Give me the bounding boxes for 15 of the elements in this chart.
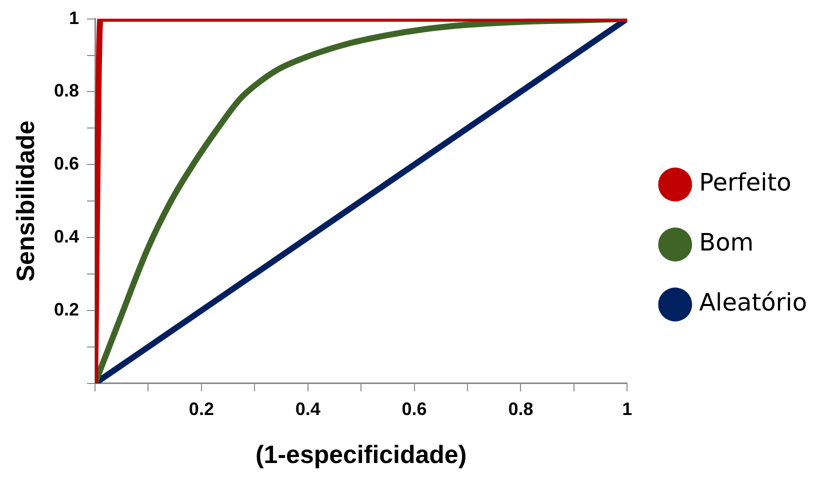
y-tick-label: 0.8: [54, 80, 80, 101]
legend-label: Bom: [699, 228, 754, 257]
y-axis-title: Sensibilidade: [12, 120, 40, 282]
y-tick-label: 1: [69, 8, 80, 28]
x-tick-label: 0.6: [402, 399, 427, 420]
x-tick-label: 1: [622, 399, 632, 420]
legend-label: Aleatório: [699, 288, 808, 317]
y-tick-label: 0.4: [54, 226, 80, 247]
x-tick-label: 0.4: [295, 399, 320, 420]
x-tick-label: 0.8: [508, 399, 534, 420]
x-axis-title: (1-especificidade): [255, 440, 467, 469]
y-tick-label: 0.2: [54, 299, 80, 320]
y-tick-label: 0.6: [54, 154, 80, 174]
x-tick-label: 0.2: [188, 399, 214, 420]
legend-label: Perfeito: [699, 168, 792, 197]
